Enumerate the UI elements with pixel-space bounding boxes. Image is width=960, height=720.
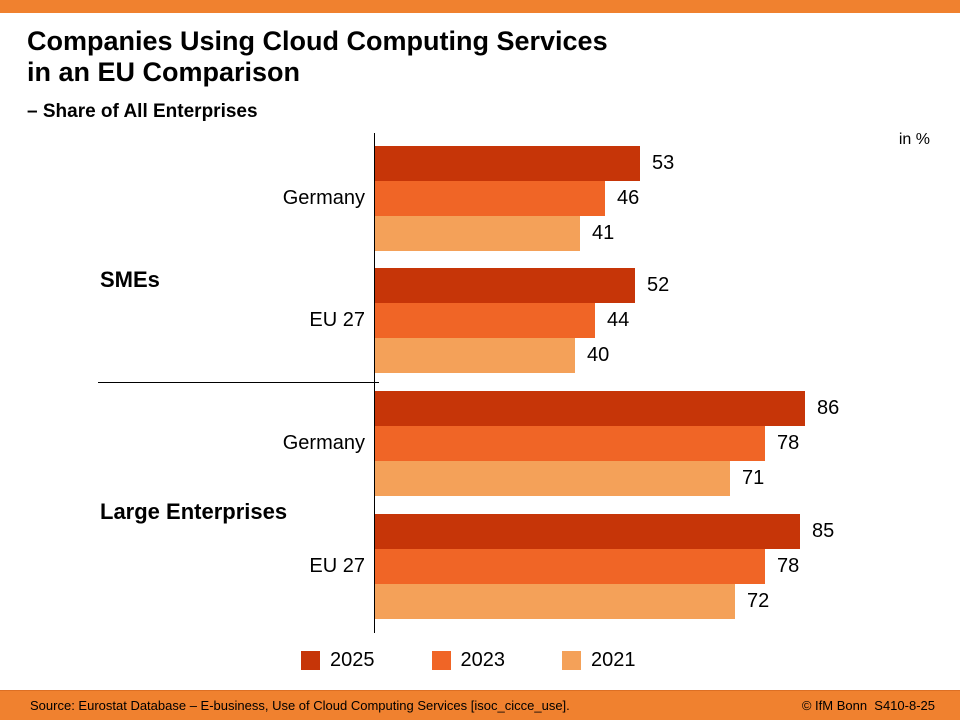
group-label-germany: Germany (282, 432, 365, 454)
bar-2021-germany (375, 216, 580, 251)
group-label-eu-27: EU 27 (309, 309, 365, 331)
value-label-2021-eu-27: 72 (747, 590, 770, 612)
bar-2025-eu-27 (375, 268, 635, 303)
bar-2023-eu-27 (375, 549, 765, 584)
header: Companies Using Cloud Computing Services… (27, 26, 608, 123)
legend-item-2025: 2025 (301, 649, 375, 672)
value-label-2021-germany: 41 (592, 222, 615, 244)
legend-label-2021: 2021 (591, 648, 636, 671)
source-text: Source: Eurostat Database – E-business, … (30, 698, 570, 713)
legend-label-2025: 2025 (330, 648, 375, 671)
bar-2023-eu-27 (375, 303, 595, 338)
page-title: Companies Using Cloud Computing Services… (27, 26, 608, 88)
legend-label-2023: 2023 (460, 648, 506, 671)
top-accent-bar (0, 0, 960, 13)
bar-2025-germany (375, 146, 640, 181)
bar-2025-eu-27 (375, 514, 800, 549)
value-label-2025-germany: 53 (652, 152, 675, 174)
page-title-line2: in an EU Comparison (27, 57, 301, 87)
copyright-text: © IfM Bonn S410-8-25 (801, 698, 935, 713)
axis-line (374, 133, 375, 633)
section-label-smes: SMEs (100, 267, 160, 292)
page-title-line1: Companies Using Cloud Computing Services (27, 26, 608, 56)
value-label-2025-eu-27: 52 (647, 274, 670, 296)
value-label-2023-eu-27: 44 (607, 309, 630, 331)
chart-legend: 2025 2023 2021 (301, 648, 636, 672)
legend-item-2021: 2021 (562, 649, 636, 672)
bar-2021-eu-27 (375, 338, 575, 373)
unit-label: in % (898, 131, 930, 148)
group-label-eu-27: EU 27 (309, 555, 365, 577)
section-separator-line (98, 382, 379, 383)
group-label-germany: Germany (282, 187, 365, 209)
value-label-2023-eu-27: 78 (777, 555, 800, 577)
bar-2023-germany (375, 426, 765, 461)
section-label-large-enterprises: Large Enterprises (100, 499, 288, 524)
bar-2021-eu-27 (375, 584, 735, 619)
legend-swatch-2023 (431, 650, 451, 670)
value-label-2025-eu-27: 85 (812, 520, 835, 542)
value-label-2021-eu-27: 40 (587, 344, 610, 366)
footer-bar: Source: Eurostat Database – E-business, … (0, 690, 960, 720)
legend-item-2023: 2023 (431, 648, 506, 672)
value-label-2023-germany: 78 (777, 432, 800, 454)
value-label-2023-germany: 46 (617, 187, 640, 209)
bar-2025-germany (375, 391, 805, 426)
value-label-2025-germany: 86 (817, 397, 840, 419)
legend-swatch-2021 (562, 650, 581, 670)
legend-swatch-2025 (301, 650, 320, 670)
bar-2023-germany (375, 181, 605, 216)
page-subtitle: – Share of All Enterprises (27, 101, 258, 122)
value-label-2021-germany: 71 (742, 467, 765, 489)
bar-2021-germany (375, 461, 730, 496)
